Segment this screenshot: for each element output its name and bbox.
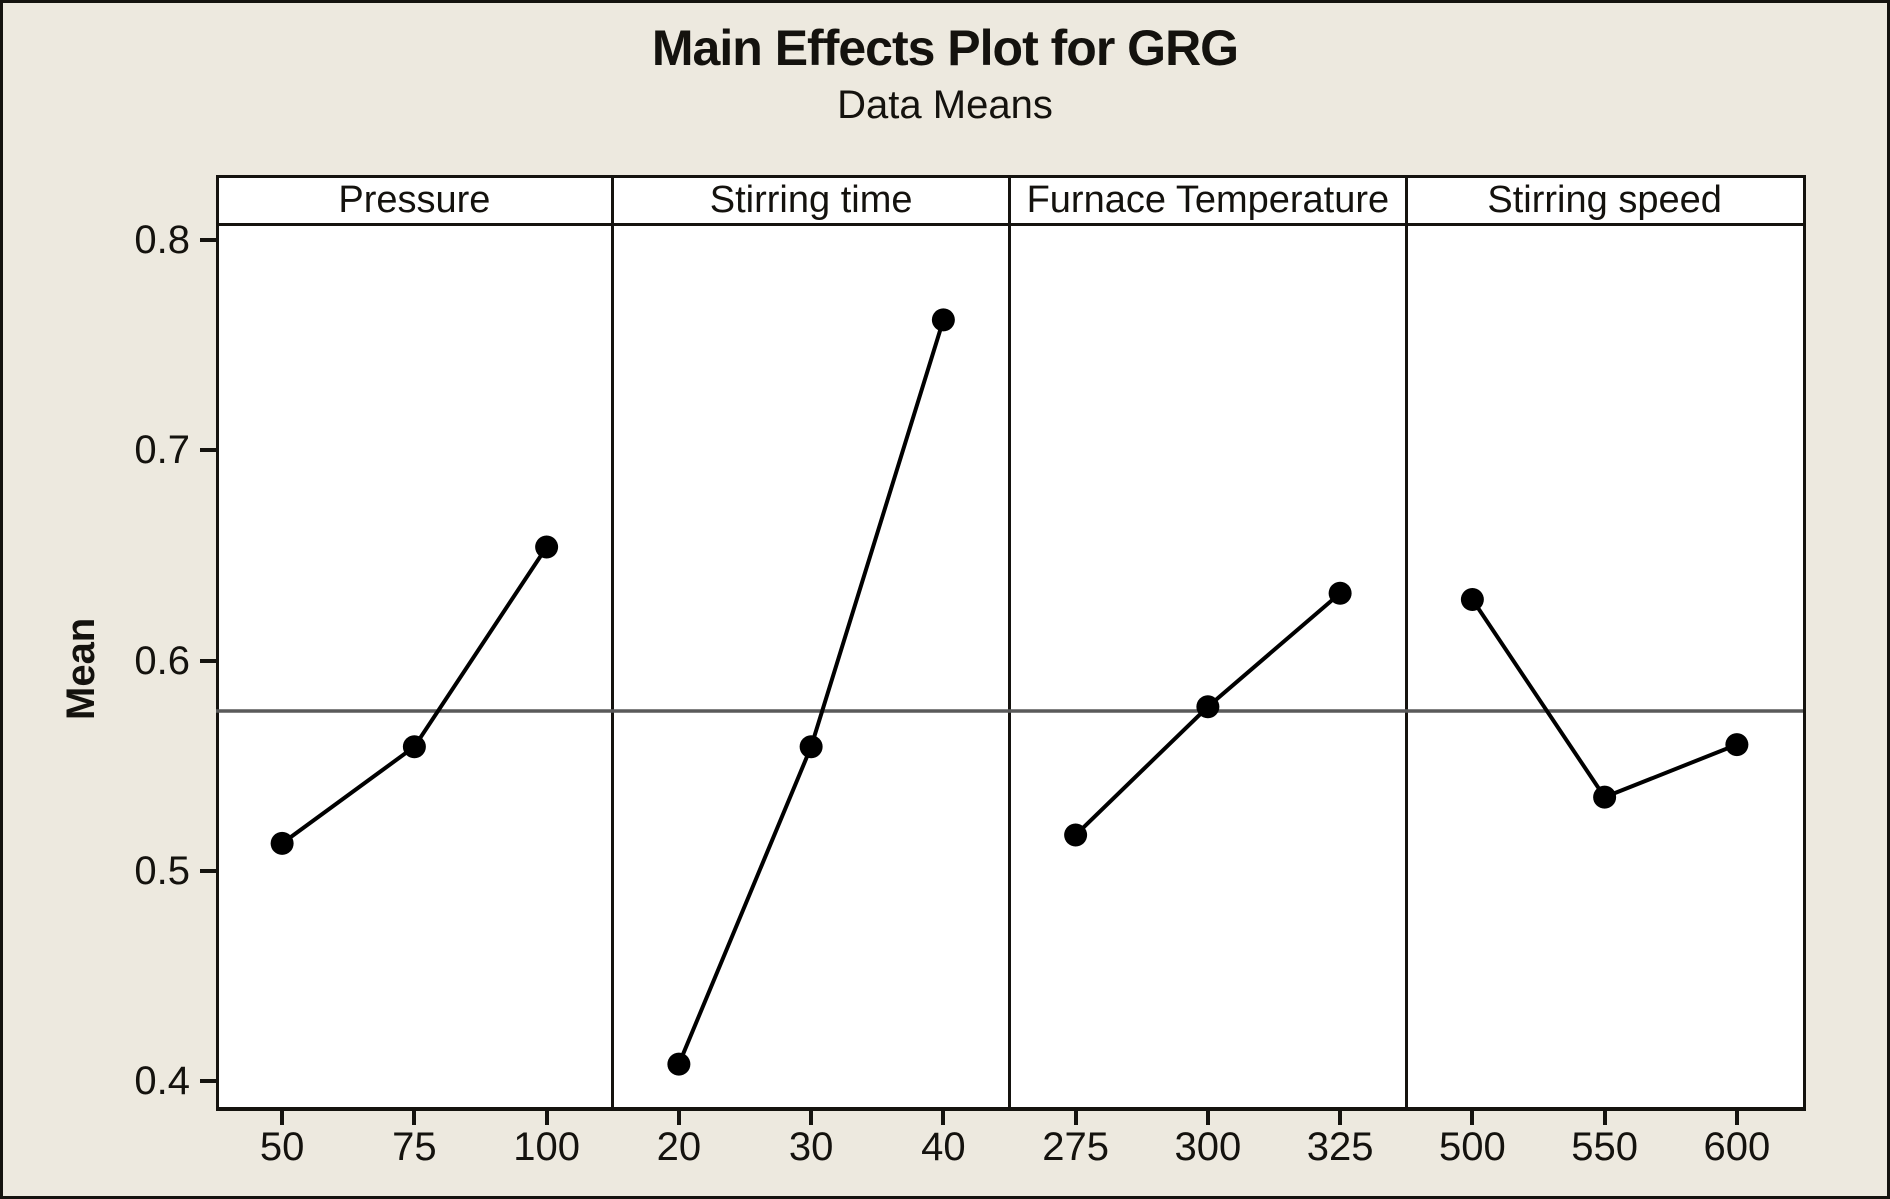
data-point-Stirring speed-500 xyxy=(1460,588,1484,612)
y-tick-label-0.4: 0.4 xyxy=(134,1059,190,1103)
chart-subtitle: Data Means xyxy=(837,83,1053,127)
x-tick-label-Stirring speed-600: 600 xyxy=(1703,1125,1771,1169)
x-tick-label-Furnace Temperature-275: 275 xyxy=(1042,1125,1109,1169)
series-line-Stirring speed xyxy=(1470,598,1738,800)
data-point-Pressure-100 xyxy=(535,535,559,559)
data-point-Pressure-75 xyxy=(402,735,426,759)
x-tick-label-Stirring time-30: 30 xyxy=(788,1125,834,1169)
x-tick-label-Stirring speed-550: 550 xyxy=(1571,1125,1638,1169)
y-tick-mark-0.6 xyxy=(200,658,216,663)
data-point-Stirring time-30 xyxy=(799,735,823,759)
chart-data-svg xyxy=(216,308,1803,1076)
x-tick-mark-Furnace Temperature-325 xyxy=(1338,1111,1343,1125)
panel-separator-1 xyxy=(611,175,615,1111)
data-point-Furnace Temperature-300 xyxy=(1196,695,1220,719)
x-tick-mark-Stirring time-30 xyxy=(809,1111,814,1125)
x-tick-label-Pressure-100: 100 xyxy=(513,1125,580,1169)
x-tick-label-Stirring time-40: 40 xyxy=(921,1125,966,1169)
x-tick-label-Furnace Temperature-300: 300 xyxy=(1174,1125,1242,1169)
x-tick-mark-Stirring speed-500 xyxy=(1470,1111,1475,1125)
x-tick-mark-Pressure-100 xyxy=(544,1111,549,1125)
panel-header-3: Stirring speed xyxy=(1487,179,1722,221)
x-tick-label-Furnace Temperature-325: 325 xyxy=(1306,1125,1374,1169)
panel-separator-2 xyxy=(1008,175,1011,1111)
x-tick-mark-Stirring speed-550 xyxy=(1602,1111,1607,1125)
x-tick-mark-Furnace Temperature-300 xyxy=(1205,1111,1210,1125)
y-tick-label-0.5: 0.5 xyxy=(134,848,190,893)
data-point-Furnace Temperature-325 xyxy=(1328,581,1352,605)
data-point-Stirring speed-550 xyxy=(1593,785,1617,809)
panel-header-2: Furnace Temperature xyxy=(1026,179,1390,221)
x-tick-label-Stirring speed-500: 500 xyxy=(1439,1125,1506,1169)
x-tick-mark-Pressure-50 xyxy=(280,1111,285,1125)
data-point-Furnace Temperature-275 xyxy=(1064,823,1088,847)
data-point-Stirring speed-600 xyxy=(1725,733,1749,757)
y-tick-mark-0.7 xyxy=(200,448,216,453)
data-point-Pressure-50 xyxy=(270,831,294,855)
panel-header-1: Stirring time xyxy=(709,179,913,221)
x-tick-mark-Pressure-75 xyxy=(412,1111,417,1125)
x-tick-label-Pressure-75: 75 xyxy=(392,1125,437,1169)
panel-header-0: Pressure xyxy=(338,179,491,221)
chart-title: Main Effects Plot for GRG xyxy=(651,20,1239,76)
panel-header-divider xyxy=(216,223,1806,226)
x-tick-mark-Stirring time-20 xyxy=(676,1111,681,1125)
y-tick-mark-0.8 xyxy=(200,238,216,242)
data-point-Stirring time-20 xyxy=(667,1052,691,1076)
y-tick-mark-0.4 xyxy=(200,1079,216,1083)
x-tick-mark-Stirring time-40 xyxy=(941,1111,946,1125)
x-tick-label-Stirring time-20: 20 xyxy=(656,1125,702,1169)
x-tick-label-Pressure-50: 50 xyxy=(259,1125,305,1169)
data-point-Stirring time-40 xyxy=(931,308,955,332)
y-tick-label-0.7: 0.7 xyxy=(134,428,190,473)
x-tick-mark-Furnace Temperature-275 xyxy=(1073,1111,1078,1125)
panel-separator-3 xyxy=(1404,175,1408,1111)
y-tick-label-0.6: 0.6 xyxy=(134,638,190,683)
y-tick-label-0.8: 0.8 xyxy=(134,218,190,262)
y-tick-mark-0.5 xyxy=(200,868,216,873)
series-line-Stirring time xyxy=(677,319,946,1065)
series-line-Pressure xyxy=(280,545,549,846)
x-tick-mark-Stirring speed-600 xyxy=(1734,1111,1739,1125)
